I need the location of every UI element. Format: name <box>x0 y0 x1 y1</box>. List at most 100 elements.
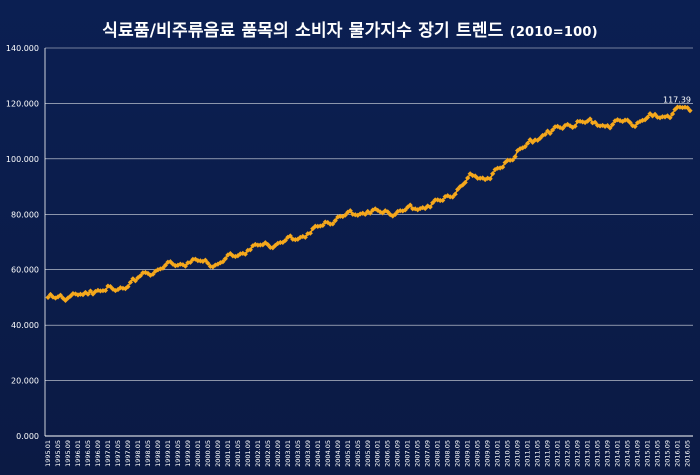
data-point <box>282 237 288 244</box>
data-point <box>182 263 188 269</box>
data-point <box>330 221 336 227</box>
data-point <box>619 118 626 125</box>
data-point <box>242 251 248 257</box>
data-point <box>537 135 543 141</box>
x-tick-label: 2016.05 <box>684 440 692 467</box>
data-point <box>105 283 111 289</box>
x-tick-label: 2015.01 <box>644 440 652 467</box>
data-point <box>315 223 321 229</box>
data-point <box>275 240 281 246</box>
data-point <box>197 258 203 264</box>
data-point <box>77 291 84 297</box>
x-tick-label: 2015.05 <box>654 440 662 467</box>
data-point <box>307 230 313 236</box>
data-point <box>280 239 286 246</box>
x-tick-label: 2008.09 <box>454 440 462 467</box>
data-point <box>477 175 483 181</box>
data-point <box>247 247 253 253</box>
data-point <box>465 175 471 181</box>
data-point <box>687 108 693 114</box>
x-tick-label: 2013.01 <box>584 440 592 467</box>
x-tick-label: 2013.09 <box>604 440 612 467</box>
x-tick-label: 2009.05 <box>474 440 482 467</box>
data-point <box>355 212 361 218</box>
data-point <box>360 210 366 216</box>
x-tick-label: 2006.05 <box>384 440 392 467</box>
data-point <box>187 259 193 265</box>
data-point <box>512 154 518 160</box>
data-point <box>457 184 463 190</box>
data-point <box>525 140 531 146</box>
data-point <box>362 211 368 217</box>
data-point <box>450 194 456 200</box>
data-point <box>90 291 96 297</box>
data-point <box>662 114 668 120</box>
x-tick-label: 2004.09 <box>334 440 342 467</box>
data-point <box>122 286 129 292</box>
data-point <box>510 157 516 163</box>
data-point <box>497 165 503 171</box>
data-point <box>555 123 561 129</box>
x-tick-label: 2013.05 <box>594 440 602 467</box>
data-point <box>222 256 228 262</box>
data-point <box>132 278 139 284</box>
x-tick-label: 2007.01 <box>404 440 412 467</box>
data-point <box>452 191 458 197</box>
x-tick-label: 2006.01 <box>374 440 382 467</box>
data-point <box>82 289 89 296</box>
data-point <box>342 212 348 218</box>
data-point <box>170 261 176 267</box>
data-point <box>392 211 398 217</box>
data-point <box>205 260 211 266</box>
data-point <box>102 287 109 294</box>
x-tick-label: 2011.01 <box>524 440 532 467</box>
data-point <box>115 286 121 293</box>
data-point <box>220 259 226 265</box>
data-point <box>137 273 144 279</box>
data-point <box>277 239 283 246</box>
y-tick-label: 0.000 <box>16 432 39 441</box>
data-point <box>357 211 363 217</box>
data-point <box>607 125 613 131</box>
data-point <box>97 288 104 294</box>
data-point <box>270 245 276 251</box>
data-point <box>67 293 74 299</box>
x-tick-label: 2003.09 <box>304 440 312 467</box>
x-tick-label: 1997.09 <box>124 440 132 467</box>
data-point <box>672 106 678 113</box>
data-point <box>669 111 676 117</box>
data-point <box>180 262 186 268</box>
data-point <box>390 213 396 219</box>
data-point <box>470 172 476 179</box>
x-tick-label: 2009.01 <box>464 440 472 467</box>
data-point <box>530 139 536 145</box>
data-point <box>634 120 641 126</box>
x-tick-label: 1999.09 <box>184 440 192 467</box>
x-tick-label: 2002.05 <box>264 440 272 467</box>
data-point <box>45 294 51 301</box>
data-point <box>547 130 553 136</box>
data-point <box>487 176 493 182</box>
y-tick-label: 120.000 <box>6 99 39 108</box>
data-point <box>500 164 506 170</box>
data-point <box>612 118 618 124</box>
data-point <box>162 262 169 268</box>
x-tick-label: 2000.09 <box>214 440 222 467</box>
x-tick-label: 1995.01 <box>44 440 52 467</box>
data-point <box>624 117 631 123</box>
data-point <box>629 123 636 129</box>
data-point <box>415 207 421 213</box>
x-tick-label: 1996.01 <box>74 440 82 467</box>
y-tick-label: 20.000 <box>11 377 39 386</box>
data-point <box>195 258 201 264</box>
x-tick-label: 1995.05 <box>54 440 62 467</box>
data-point <box>367 210 373 216</box>
chart-title: 식료품/비주류음료 품목의 소비자 물가지수 장기 트렌드 (2010=100) <box>0 16 700 41</box>
data-point <box>684 105 691 111</box>
data-point <box>380 210 386 216</box>
data-point <box>462 179 468 186</box>
x-tick-label: 2008.01 <box>434 440 442 467</box>
x-tick-label: 2002.09 <box>274 440 282 467</box>
